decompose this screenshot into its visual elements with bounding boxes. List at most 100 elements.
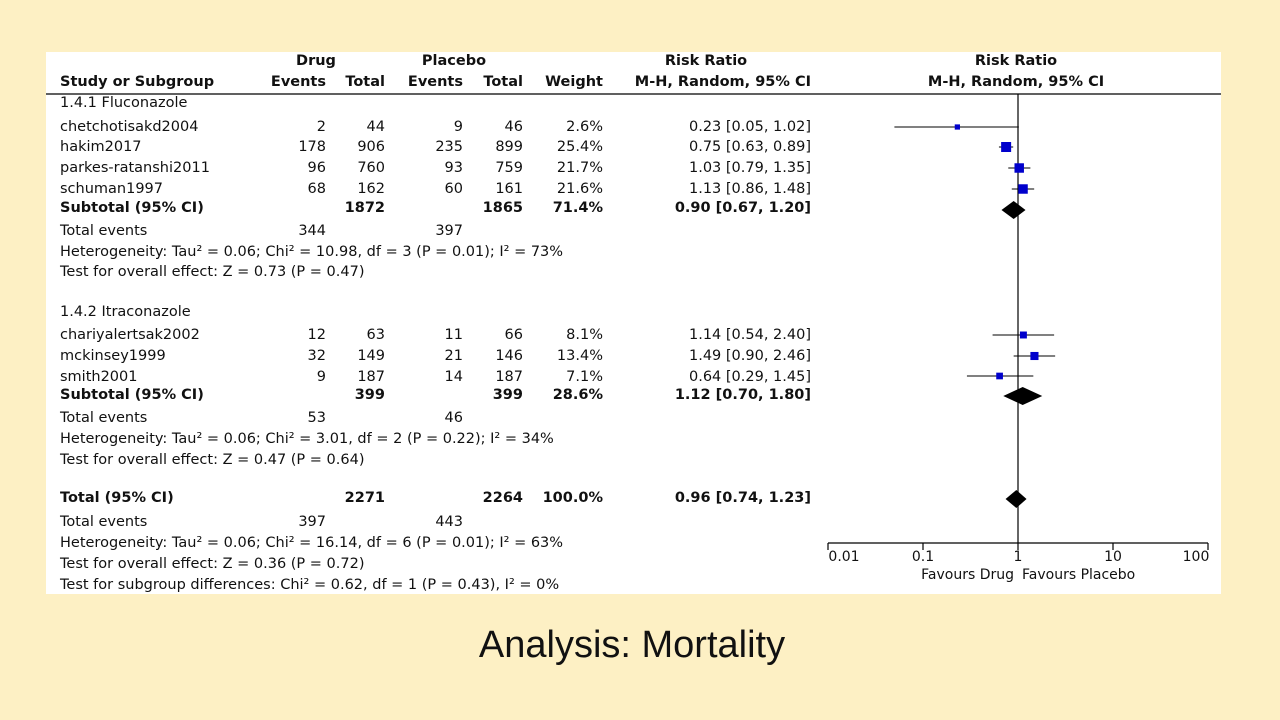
total-events-label: Total events (60, 410, 148, 426)
total-label: Total (95% CI) (60, 490, 174, 506)
total-events-drug: 397 (298, 514, 326, 530)
risk-ratio-ci: 1.13 [0.86, 1.48] (689, 181, 811, 197)
risk-ratio-ci: 1.49 [0.90, 2.46] (689, 348, 811, 364)
subtotal-total-drug: 1872 (344, 200, 385, 216)
total-weight: 100.0% (542, 490, 603, 506)
total-total-drug: 2271 (344, 490, 385, 506)
total-events-placebo: 397 (435, 223, 463, 239)
events-placebo: 11 (444, 327, 463, 343)
pooled-diamond (1001, 201, 1026, 219)
x-tick-label: 1 (1014, 549, 1023, 565)
study-name: hakim2017 (60, 139, 142, 155)
subgroup-differences-text: Test for subgroup differences: Chi² = 0.… (60, 577, 560, 593)
forest-table: Drug Placebo Risk Ratio Risk Ratio Study… (46, 52, 1221, 594)
total-drug: 906 (357, 139, 385, 155)
header-events-placebo: Events (407, 74, 463, 90)
group-title: 1.4.1 Fluconazole (60, 95, 188, 111)
risk-ratio-ci: 0.64 [0.29, 1.45] (689, 369, 811, 385)
overall-effect-text: Test for overall effect: Z = 0.73 (P = 0… (60, 264, 365, 280)
study-name: parkes-ratanshi2011 (60, 160, 210, 176)
total-events-label: Total events (60, 223, 148, 239)
x-tick-label: 0.01 (828, 549, 859, 565)
heterogeneity-text: Heterogeneity: Tau² = 0.06; Chi² = 16.14… (60, 535, 564, 551)
total-placebo: 899 (495, 139, 523, 155)
subtotal-label: Subtotal (95% CI) (60, 200, 204, 216)
weight: 2.6% (566, 119, 603, 135)
weight: 7.1% (566, 369, 603, 385)
study-marker (1014, 163, 1024, 173)
events-placebo: 93 (444, 160, 463, 176)
subtotal-weight: 71.4% (552, 200, 603, 216)
header-events-drug: Events (270, 74, 326, 90)
header-drug: Drug (296, 53, 336, 69)
heterogeneity-text: Heterogeneity: Tau² = 0.06; Chi² = 10.98… (60, 244, 564, 260)
total-placebo: 146 (495, 348, 523, 364)
total-drug: 44 (366, 119, 385, 135)
overall-effect-text: Test for overall effect: Z = 0.36 (P = 0… (60, 556, 365, 572)
heterogeneity-text: Heterogeneity: Tau² = 0.06; Chi² = 3.01,… (60, 431, 554, 447)
header-total-drug: Total (345, 74, 385, 90)
subtotal-ci: 1.12 [0.70, 1.80] (674, 387, 811, 403)
header-study-or-subgroup: Study or Subgroup (60, 74, 215, 90)
total-placebo: 46 (504, 119, 523, 135)
total-drug: 760 (357, 160, 385, 176)
weight: 13.4% (556, 348, 603, 364)
total-placebo: 759 (495, 160, 523, 176)
risk-ratio-ci: 1.03 [0.79, 1.35] (689, 160, 811, 176)
total-events-drug: 344 (298, 223, 326, 239)
events-placebo: 14 (444, 369, 463, 385)
total-placebo: 187 (495, 369, 523, 385)
total-drug: 187 (357, 369, 385, 385)
total-drug: 63 (366, 327, 385, 343)
study-marker (1030, 351, 1039, 361)
header-weight: Weight (545, 74, 603, 90)
total-ci: 0.96 [0.74, 1.23] (674, 490, 811, 506)
events-placebo: 60 (444, 181, 463, 197)
header-risk-ratio: Risk Ratio (664, 53, 748, 69)
subtotal-ci: 0.90 [0.67, 1.20] (674, 200, 811, 216)
events-drug: 96 (307, 160, 326, 176)
forest-plot-panel: Drug Placebo Risk Ratio Risk Ratio Study… (46, 52, 1221, 594)
pooled-diamond (1003, 387, 1043, 405)
study-marker (954, 124, 960, 130)
total-drug: 149 (357, 348, 385, 364)
study-name: chetchotisakd2004 (60, 119, 199, 135)
events-drug: 68 (307, 181, 326, 197)
weight: 21.6% (556, 181, 603, 197)
study-marker (1001, 142, 1012, 152)
group-title: 1.4.2 Itraconazole (60, 304, 191, 320)
events-drug: 32 (307, 348, 326, 364)
total-events-drug: 53 (307, 410, 326, 426)
risk-ratio-ci: 1.14 [0.54, 2.40] (689, 327, 811, 343)
subtotal-total-drug: 399 (354, 387, 385, 403)
total-events-placebo: 46 (444, 410, 463, 426)
slide-caption: Analysis: Mortality (478, 624, 786, 666)
events-drug: 178 (298, 139, 326, 155)
events-placebo: 9 (453, 119, 463, 135)
x-tick-label: 0.1 (912, 549, 934, 565)
study-name: mckinsey1999 (60, 348, 166, 364)
subtotal-total-placebo: 1865 (482, 200, 523, 216)
pooled-diamond (1005, 490, 1027, 508)
total-events-placebo: 443 (435, 514, 463, 530)
study-name: chariyalertsak2002 (60, 327, 200, 343)
total-placebo: 161 (495, 181, 523, 197)
x-tick-label: 10 (1104, 549, 1122, 565)
events-placebo: 21 (444, 348, 463, 364)
study-name: smith2001 (60, 369, 138, 385)
total-total-placebo: 2264 (482, 490, 523, 506)
favours-placebo-label: Favours Placebo (1022, 567, 1135, 583)
header-total-placebo: Total (483, 74, 523, 90)
study-marker (996, 372, 1003, 380)
total-events-label: Total events (60, 514, 148, 530)
weight: 8.1% (566, 327, 603, 343)
subtotal-total-placebo: 399 (492, 387, 523, 403)
weight: 25.4% (556, 139, 603, 155)
study-marker (1018, 184, 1028, 194)
plot-layer: 0.01 0.1 1 10 100 Favours Drug Favours Placebo (827, 94, 1210, 583)
total-placebo: 66 (504, 327, 523, 343)
x-tick-label: 100 (1183, 549, 1210, 565)
risk-ratio-ci: 0.75 [0.63, 0.89] (689, 139, 811, 155)
header-method-plot: M-H, Random, 95% CI (927, 74, 1105, 90)
events-drug: 9 (316, 369, 326, 385)
